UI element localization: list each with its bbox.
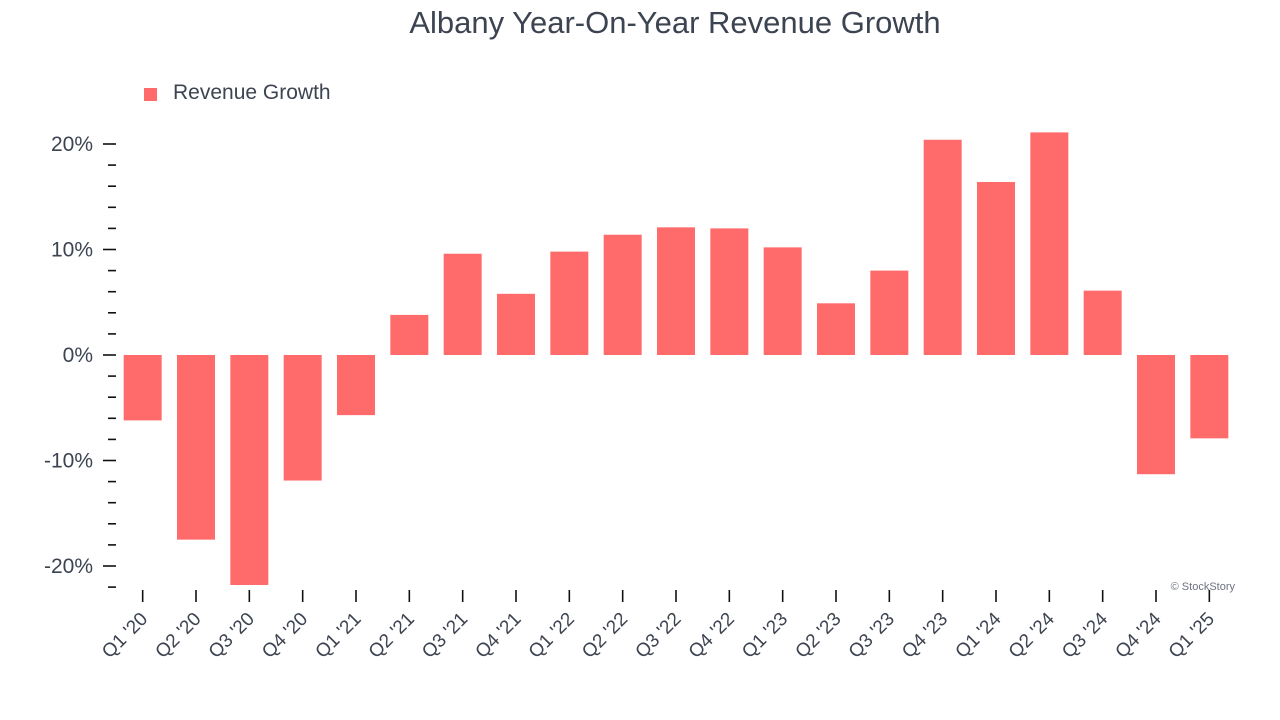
bar (443, 253, 482, 355)
x-tick-label: Q2 '24 (1005, 608, 1059, 662)
chart-title: Albany Year-On-Year Revenue Growth (409, 5, 940, 40)
x-tick-label: Q2 '23 (792, 609, 846, 663)
bars (123, 132, 1229, 585)
x-tick-label: Q4 '21 (472, 609, 526, 663)
x-tick-label: Q1 '23 (738, 609, 792, 663)
x-tick-label: Q1 '24 (952, 608, 1006, 662)
x-tick-label: Q3 '24 (1058, 608, 1112, 662)
legend-label: Revenue Growth (173, 81, 331, 104)
bar (1083, 290, 1122, 355)
x-tick-label: Q2 '21 (365, 609, 419, 663)
x-tick-label: Q1 '20 (98, 609, 152, 663)
y-axis: 20% 10% 0% -10% -20% (44, 133, 116, 588)
x-tick-label: Q4 '24 (1112, 608, 1166, 662)
y-tick-label: 20% (51, 133, 93, 156)
bar (977, 181, 1015, 355)
x-tick-label: Q3 '21 (418, 609, 472, 663)
bar (497, 293, 535, 355)
x-tick-label: Q4 '23 (898, 609, 952, 663)
bar (1190, 355, 1229, 439)
x-tick-label: Q2 '20 (152, 609, 206, 663)
x-tick-label: Q4 '20 (258, 609, 312, 663)
bar (123, 355, 162, 421)
bar (230, 355, 269, 585)
bar (1030, 132, 1069, 355)
bar (710, 228, 749, 355)
y-tick-label: 10% (51, 239, 93, 262)
x-axis: Q1 '20 Q2 '20 Q3 '20 Q4 '20 Q1 '21 Q2 '21 Q3 '… (98, 590, 1219, 663)
bar (390, 314, 429, 355)
x-tick-label: Q4 '22 (685, 609, 739, 663)
bar (1137, 355, 1175, 475)
legend: Revenue Growth (144, 81, 331, 104)
x-tick-label: Q1 '25 (1165, 609, 1219, 663)
y-tick-label: -10% (44, 450, 93, 473)
x-tick-label: Q3 '22 (632, 609, 686, 663)
bar (177, 355, 215, 540)
bar (603, 234, 642, 355)
bar (817, 303, 855, 355)
bar (657, 227, 695, 355)
x-tick-label: Q1 '21 (312, 609, 366, 663)
y-tick-label: 0% (63, 344, 93, 367)
x-tick-label: Q2 '22 (578, 609, 632, 663)
bar (283, 355, 322, 481)
bar (870, 270, 909, 355)
x-tick-label: Q1 '22 (525, 609, 579, 663)
y-tick-label: -20% (44, 555, 93, 578)
bar (550, 251, 589, 355)
bar (337, 355, 375, 416)
legend-swatch (144, 88, 157, 101)
bar (763, 247, 802, 355)
x-tick-label: Q3 '20 (205, 609, 259, 663)
credit-text: © StockStory (1171, 581, 1236, 593)
bar (923, 139, 962, 355)
x-tick-label: Q3 '23 (845, 609, 899, 663)
